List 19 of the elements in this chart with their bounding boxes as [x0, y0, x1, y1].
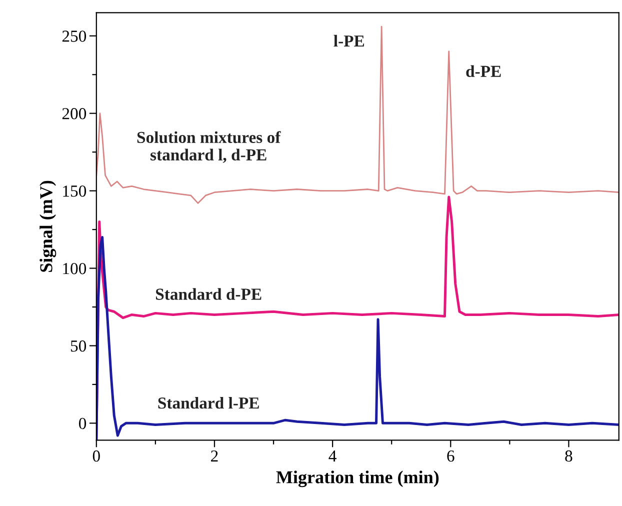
y-axis-title: Signal (mV)	[40, 180, 56, 272]
series-label: Standard l-PE	[158, 396, 259, 409]
annotation: l-PE	[334, 34, 364, 46]
annotation: d-PE	[466, 65, 501, 77]
line-series	[96, 26, 619, 204]
x-tick-label: 2	[211, 450, 218, 462]
x-tick-label: 6	[447, 450, 454, 462]
series-label: Standard d-PE	[156, 288, 262, 300]
x-tick-label: 0	[92, 450, 100, 462]
y-tick-label: 150	[63, 186, 86, 197]
x-tick-label: 4	[328, 450, 336, 462]
y-tick-label: 250	[62, 30, 86, 42]
y-tick-label: 200	[62, 108, 86, 120]
y-tick-label: 100	[63, 262, 86, 274]
x-axis-title: Migration time (min)	[276, 470, 439, 488]
y-tick-label: 0	[78, 418, 86, 430]
x-tick-label: 8	[565, 450, 572, 462]
series-label: Solution mixtures of standard l, d-PE	[137, 131, 281, 163]
y-tick-label: 50	[70, 340, 86, 352]
